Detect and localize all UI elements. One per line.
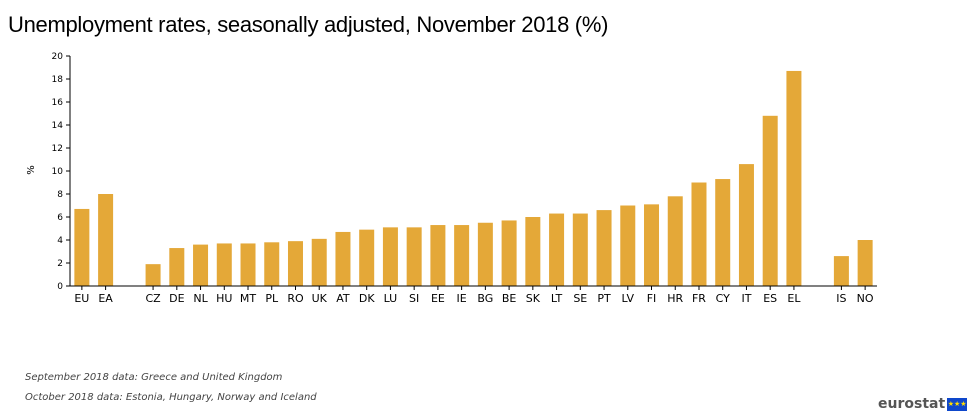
y-tick-label: 20 bbox=[52, 52, 64, 62]
bar-fi bbox=[644, 204, 660, 286]
bar-sk bbox=[525, 217, 541, 286]
y-tick-label: 4 bbox=[57, 236, 63, 246]
x-tick-label-at: AT bbox=[336, 292, 350, 305]
footnotes: September 2018 data: Greece and United K… bbox=[25, 372, 317, 412]
bar-cz bbox=[145, 264, 161, 286]
x-tick-label-lt: LT bbox=[551, 292, 563, 305]
x-tick-label-cz: CZ bbox=[145, 292, 161, 305]
bar-ee bbox=[430, 225, 446, 286]
x-tick-label-uk: UK bbox=[312, 292, 328, 305]
x-tick-label-sk: SK bbox=[526, 292, 541, 305]
y-tick-label: 12 bbox=[52, 144, 63, 154]
x-tick-label-el: EL bbox=[787, 292, 801, 305]
x-tick-label-se: SE bbox=[573, 292, 587, 305]
bar-bg bbox=[477, 222, 493, 286]
y-tick-label: 8 bbox=[57, 190, 63, 200]
bar-is bbox=[833, 256, 849, 286]
bar-lt bbox=[549, 213, 565, 286]
bar-nl bbox=[193, 244, 209, 286]
x-tick-label-no: NO bbox=[857, 292, 874, 305]
bar-dk bbox=[359, 229, 375, 286]
chart-title: Unemployment rates, seasonally adjusted,… bbox=[8, 12, 609, 37]
x-tick-label-es: ES bbox=[763, 292, 777, 305]
bar-at bbox=[335, 231, 351, 286]
x-tick-label-de: DE bbox=[169, 292, 184, 305]
footnote-2: October 2018 data: Estonia, Hungary, Nor… bbox=[25, 392, 317, 403]
y-axis-label: % bbox=[26, 165, 37, 175]
x-tick-label-ee: EE bbox=[431, 292, 445, 305]
bar-uk bbox=[311, 238, 327, 286]
y-tick-label: 0 bbox=[57, 282, 63, 292]
x-tick-label-fi: FI bbox=[647, 292, 657, 305]
bar-mt bbox=[240, 243, 256, 286]
bar-se bbox=[572, 213, 588, 286]
y-tick-label: 2 bbox=[57, 259, 63, 269]
bar-chart: % 0 2 4 6 8 10 12 14 16 18 20 EU EA CZ DE NL HU MT PL RO UK… bbox=[26, 52, 877, 305]
x-tick-label-ie: IE bbox=[457, 292, 467, 305]
x-tick-label-lu: LU bbox=[384, 292, 398, 305]
bar-be bbox=[501, 220, 517, 286]
x-tick-label-pt: PT bbox=[597, 292, 611, 305]
bar-ro bbox=[287, 241, 303, 286]
x-tick-label-it: IT bbox=[741, 292, 751, 305]
x-tick-label-mt: MT bbox=[240, 292, 256, 305]
bar-cy bbox=[715, 179, 731, 286]
bar-pt bbox=[596, 210, 612, 286]
x-tick-label-be: BE bbox=[502, 292, 517, 305]
eurostat-logo: eurostat ★★★ bbox=[878, 396, 968, 412]
bar-lv bbox=[620, 205, 636, 286]
footnote-1: September 2018 data: Greece and United K… bbox=[25, 372, 283, 383]
x-tick-label-pl: PL bbox=[265, 292, 279, 305]
y-axis: 0 2 4 6 8 10 12 14 16 18 20 bbox=[52, 52, 71, 292]
bar-hr bbox=[667, 196, 683, 286]
logo-text: eurostat bbox=[878, 396, 946, 412]
bar-fr bbox=[691, 182, 707, 286]
eu-flag-icon: ★★★ bbox=[947, 397, 968, 411]
x-tick-label-bg: BG bbox=[477, 292, 493, 305]
bar-si bbox=[406, 227, 422, 286]
x-axis: EU EA CZ DE NL HU MT PL RO UK AT DK LU SI EE IE BG BE SK LT… bbox=[70, 285, 877, 305]
x-tick-label-dk: DK bbox=[359, 292, 375, 305]
x-tick-label-eu: EU bbox=[74, 292, 89, 305]
y-tick-label: 14 bbox=[52, 121, 64, 131]
y-tick-label: 10 bbox=[52, 167, 64, 177]
x-tick-label-lv: LV bbox=[622, 292, 635, 305]
x-tick-label-ea: EA bbox=[98, 292, 113, 305]
y-tick-label: 6 bbox=[57, 213, 63, 223]
bar-el bbox=[786, 70, 802, 286]
bar-hu bbox=[216, 243, 232, 286]
x-tick-label-fr: FR bbox=[692, 292, 706, 305]
bar-es bbox=[762, 115, 778, 286]
bars-group bbox=[74, 70, 873, 286]
y-tick-label: 18 bbox=[52, 75, 64, 85]
x-tick-label-hr: HR bbox=[667, 292, 683, 305]
x-tick-label-cy: CY bbox=[716, 292, 730, 305]
x-tick-label-nl: NL bbox=[193, 292, 208, 305]
x-tick-label-hu: HU bbox=[216, 292, 232, 305]
x-tick-label-si: SI bbox=[409, 292, 419, 305]
bar-pl bbox=[264, 242, 280, 286]
bar-no bbox=[857, 240, 873, 286]
x-tick-label-is: IS bbox=[836, 292, 846, 305]
bar-lu bbox=[382, 227, 398, 286]
bar-ie bbox=[454, 225, 470, 286]
y-tick-label: 16 bbox=[52, 98, 64, 108]
x-tick-label-ro: RO bbox=[287, 292, 304, 305]
bar-it bbox=[738, 164, 754, 286]
bar-de bbox=[169, 248, 185, 286]
bar-eu bbox=[74, 208, 90, 286]
bar-ea bbox=[98, 194, 114, 286]
